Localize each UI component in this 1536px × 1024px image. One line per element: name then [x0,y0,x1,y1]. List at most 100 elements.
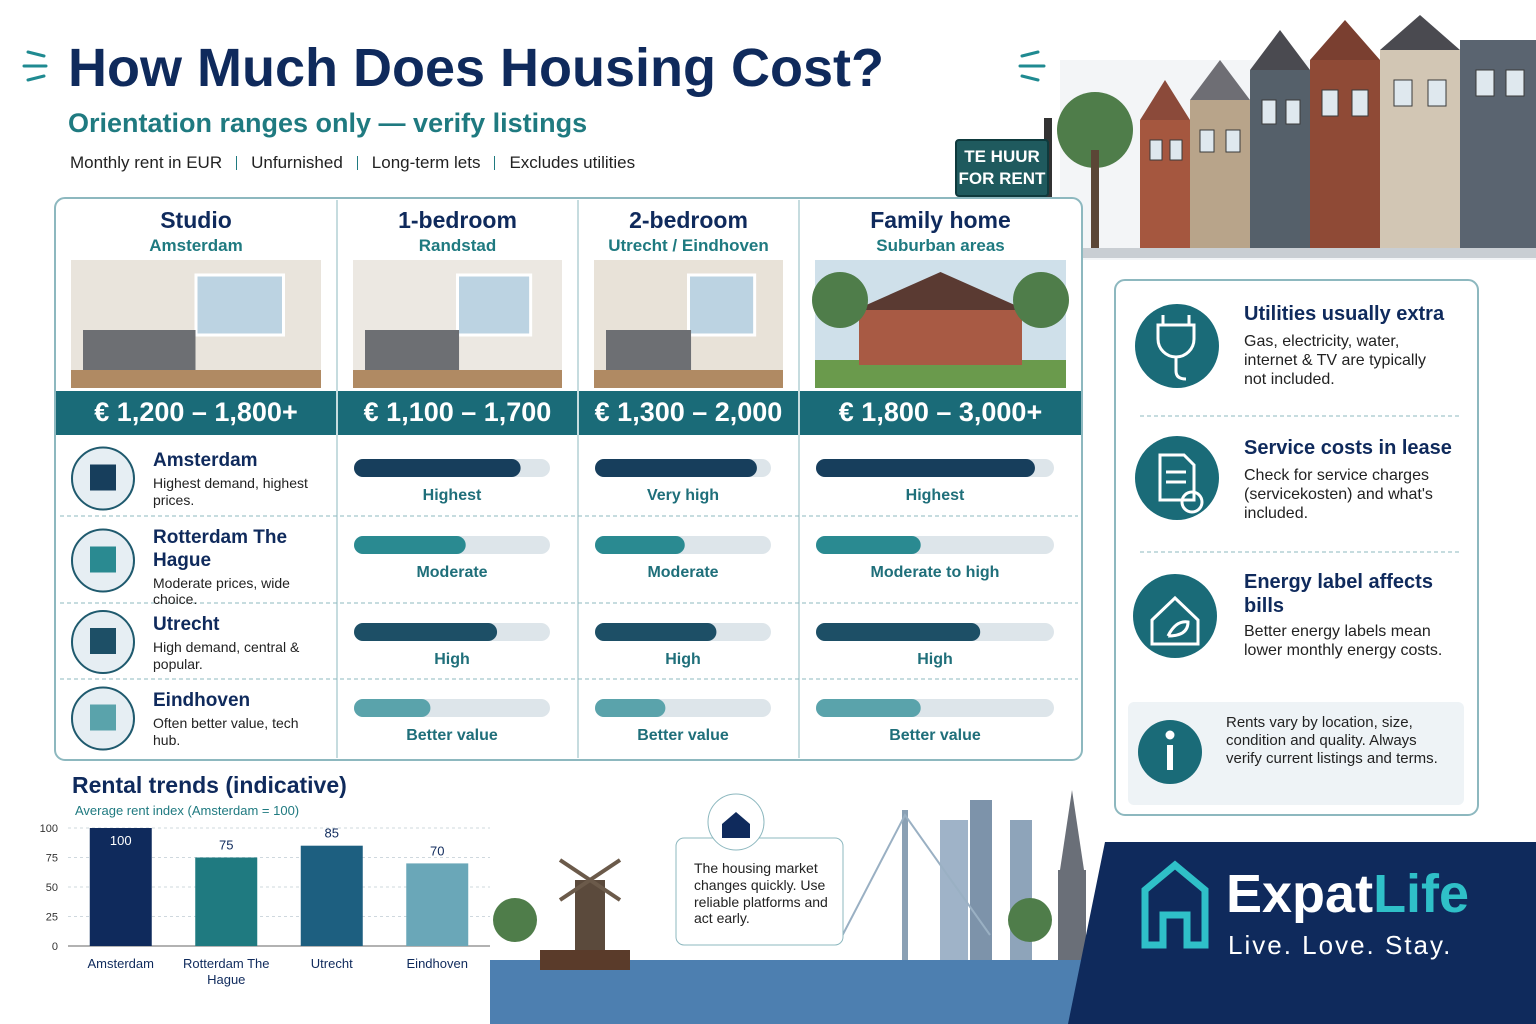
side-text: Gas, electricity, water, internet & TV a… [1244,333,1427,389]
subtitle: Orientation ranges only — verify listing… [68,108,588,138]
city-note: Often better value, tech hub. [153,714,299,748]
level-bar [354,623,498,641]
column-title: 1-bedroom [398,207,517,233]
bar [300,845,363,946]
level-bar [595,536,685,554]
city: Amsterdam [153,450,258,471]
floor [353,370,562,388]
chart-subtitle: Average rent index (Amsterdam = 100) [75,803,300,818]
window [687,273,757,337]
rent-sign [955,118,1052,198]
side-title: Energy label affects bills [1244,571,1433,617]
level-label: Highest [905,487,965,504]
callout-text: The housing market changes quickly. Use … [694,860,828,927]
info-box [1128,702,1464,805]
sign-text: TE HUUR [964,147,1040,166]
brand-band [1068,842,1536,1024]
price-band [56,391,336,435]
roof [855,272,1026,310]
level-label: Moderate [647,564,719,581]
note: Long-term lets [371,153,481,172]
side-text: Better energy labels mean lower monthly … [1244,623,1443,660]
city: Rotterdam The Hague [153,527,288,571]
city-block: Rotterdam The Hague Moderate prices, wide… [153,527,323,608]
brand-logo [1141,860,1209,949]
city-note: Highest demand, highest prices. [153,474,308,508]
y-tick-label: 25 [46,912,58,924]
tree [1013,272,1069,328]
info-text: Rents vary by location, size, condition … [1226,714,1438,767]
price-band [579,391,798,435]
city-icon-building [90,704,116,731]
level-bar [354,459,521,477]
level-label: High [917,651,953,668]
level-bar [354,536,466,554]
city-block: Amsterdam Highest demand, highest prices. [153,450,323,508]
x-tick-label: Utrecht [310,956,353,971]
y-tick-label: 100 [40,823,58,835]
furniture [365,330,460,370]
price-band [338,391,577,435]
level-label: High [665,651,701,668]
city-note: High demand, central & popular. [153,638,300,672]
level-label: Better value [406,727,498,744]
brand-name-2: Life [1373,864,1470,924]
x-tick-label: Eindhoven [406,956,468,971]
brand-tagline: Live. Love. Stay. [1228,930,1453,960]
price: € 1,200 – 1,800+ [94,397,298,427]
y-tick-label: 0 [52,941,58,953]
column-area: Amsterdam [149,236,243,255]
houses [1057,15,1536,260]
city-block: Eindhoven Often better value, tech hub. [153,690,323,748]
side-title: Utilities usually extra [1244,303,1445,325]
note: Excludes utilities [509,153,636,172]
icon-glyphs [1150,315,1204,770]
house-glyph [722,812,750,838]
side-title: Service costs in lease [1244,437,1452,459]
title: How Much Does Housing Cost? [68,38,884,98]
city: Eindhoven [153,690,251,711]
note: Monthly rent in EUR [70,153,223,172]
separator [356,156,358,171]
price: € 1,800 – 3,000+ [838,397,1043,427]
level-label: Better value [889,727,981,744]
level-label: Very high [646,487,720,504]
window [194,273,285,337]
floor [71,370,321,388]
city-note: Moderate prices, wide choice. [153,574,290,608]
window [456,273,533,337]
level-bar [354,699,431,717]
bar [195,857,258,946]
column-area: Suburban areas [876,236,1005,255]
floor [594,370,783,388]
level-label: Highest [422,487,482,504]
column-area: Randstad [418,236,497,255]
city-block: Utrecht High demand, central & popular. [153,614,323,672]
level-bar [816,536,921,554]
notes: Monthly rent in EUR Unfurnished Long-term … [70,153,635,173]
value-label: 85 [325,826,339,841]
bar [89,828,152,946]
column-title: Studio [160,207,232,233]
price: € 1,100 – 1,700 [363,397,552,427]
sign-text: FOR RENT [958,169,1046,189]
side-text: Check for service charges (servicekosten… [1244,467,1433,523]
city-icon-building [90,464,116,491]
level-label: High [434,651,470,668]
level-label: Moderate [416,564,488,581]
level-bar [816,459,1035,477]
skyline [490,790,1090,1024]
column-title: Family home [870,207,1011,233]
price-band [800,391,1081,435]
house-body [859,310,1022,365]
brand-name-1: Expat [1226,864,1374,924]
note: Unfurnished [251,153,343,172]
column-title: 2-bedroom [629,207,748,233]
value-label: 75 [219,838,233,853]
y-tick-label: 50 [46,882,58,894]
bar [406,863,469,946]
level-bar [595,699,666,717]
separator [236,156,238,171]
